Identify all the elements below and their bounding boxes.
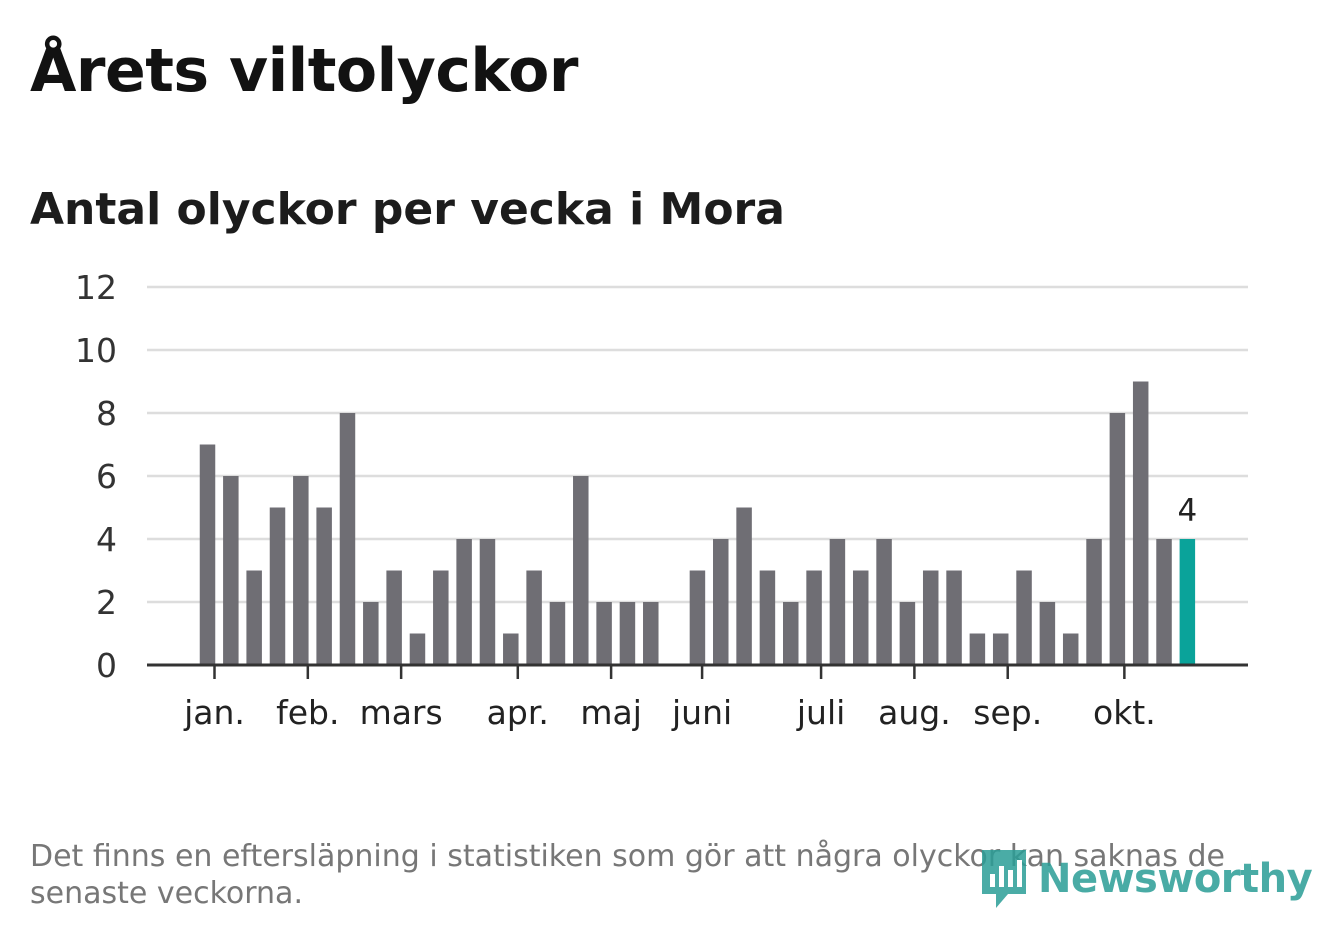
brand-logo: Newsworthy [978, 846, 1313, 912]
bar [1062, 633, 1079, 665]
bar [223, 476, 239, 665]
data-label: 4 [1177, 493, 1197, 529]
bar [619, 602, 636, 665]
brand-name: Newsworthy [1038, 856, 1313, 902]
bar [759, 570, 776, 665]
bar [992, 633, 1009, 665]
x-tick-label: maj [580, 693, 642, 732]
x-tick-label: jan. [183, 693, 245, 732]
bar [363, 602, 379, 665]
bar [1132, 381, 1149, 665]
bar [922, 570, 939, 665]
chart-title: Årets viltolyckor [30, 36, 579, 106]
bar [899, 602, 916, 665]
x-tick-label: apr. [487, 693, 549, 732]
bar [433, 570, 449, 665]
y-tick-label: 10 [75, 331, 117, 370]
y-tick-label: 8 [96, 394, 117, 433]
bar [316, 507, 332, 665]
bar [1016, 570, 1032, 665]
x-tick-label: juli [796, 693, 845, 732]
bar [503, 633, 519, 665]
bar [479, 539, 496, 665]
bar [1109, 413, 1126, 665]
x-tick-label: feb. [276, 693, 339, 732]
x-tick-label: mars [360, 693, 443, 732]
x-tick-label: okt. [1093, 693, 1156, 732]
bar [199, 444, 216, 665]
bar [386, 570, 402, 665]
y-tick-label: 4 [96, 520, 117, 559]
x-tick-label: aug. [878, 693, 951, 732]
y-tick-label: 12 [75, 268, 117, 307]
bar [596, 602, 612, 665]
chart-subtitle: Antal olyckor per vecka i Mora [30, 184, 785, 235]
bar-chart: 0 2 4 6 8 10 12 4 jan. feb. mars apr. maj juni juli aug… [75, 268, 1248, 732]
bar [409, 633, 426, 665]
bar [829, 539, 846, 665]
y-tick-label: 2 [96, 583, 117, 622]
bar [1086, 539, 1102, 665]
bar [269, 507, 286, 665]
bar [713, 539, 729, 665]
bar [1156, 539, 1172, 665]
y-tick-label: 0 [96, 646, 117, 685]
newsworthy-logo-icon [982, 850, 1026, 908]
bar [643, 602, 659, 665]
bar [689, 570, 706, 665]
bar [573, 476, 589, 665]
bar [852, 570, 869, 665]
bar [1179, 539, 1196, 665]
bar [246, 570, 262, 665]
bar [339, 413, 356, 665]
y-tick-label: 6 [96, 457, 117, 496]
bar [946, 570, 962, 665]
x-tick-label: sep. [973, 693, 1042, 732]
bar [549, 602, 566, 665]
bar [736, 507, 752, 665]
bar [783, 602, 799, 665]
bar [293, 476, 309, 665]
bar [526, 570, 542, 665]
bar [456, 539, 472, 665]
bar [806, 570, 822, 665]
x-tick-label: juni [671, 693, 732, 732]
bar [876, 539, 892, 665]
bar [1039, 602, 1056, 665]
bar [969, 633, 986, 665]
